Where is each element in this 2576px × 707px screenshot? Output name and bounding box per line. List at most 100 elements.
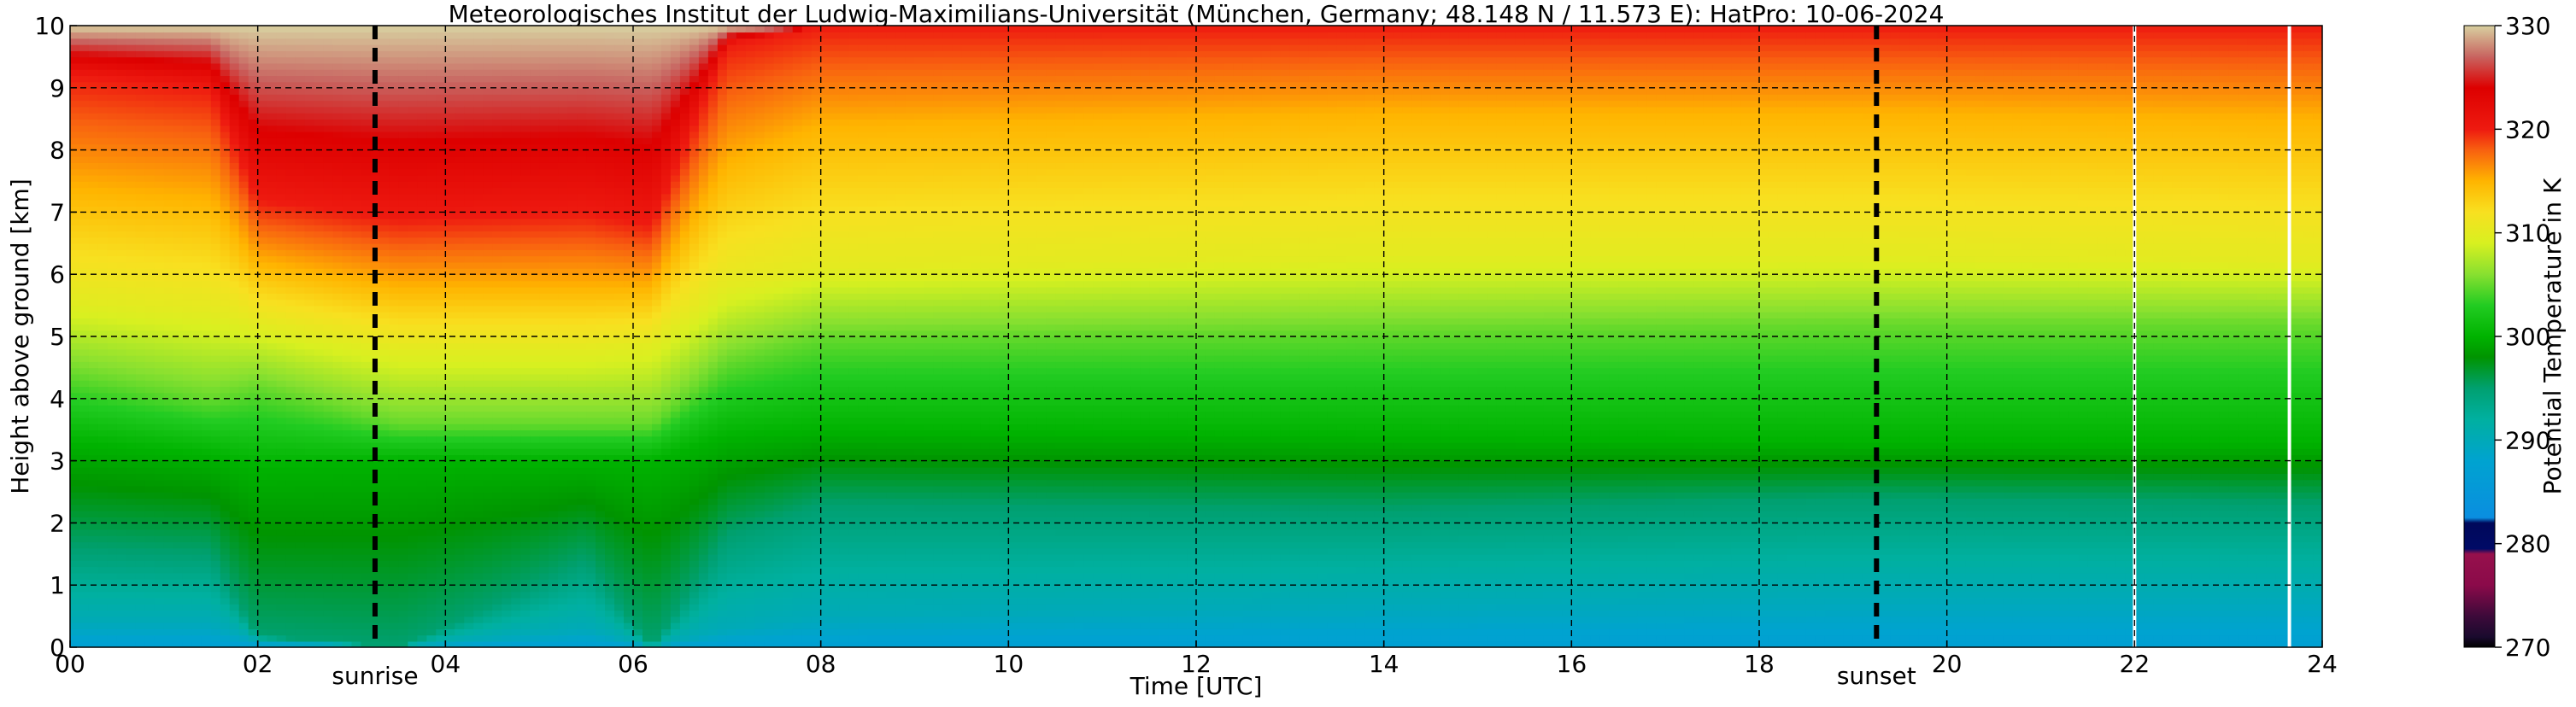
heatmap-cell [455,187,466,195]
heatmap-cell [163,498,174,505]
heatmap-cell [248,591,259,599]
heatmap-cell [502,237,513,244]
heatmap-cell [464,454,475,462]
heatmap-cell [492,26,503,33]
heatmap-cell [267,367,278,375]
heatmap-cell [173,94,184,102]
heatmap-cell [455,94,466,102]
heatmap-cell [502,249,513,257]
heatmap-cell [436,398,447,406]
heatmap-cell [361,498,372,505]
heatmap-cell [511,479,521,487]
heatmap-cell [445,361,456,369]
heatmap-cell [97,131,109,138]
heatmap-cell [173,628,184,636]
heatmap-cell [492,206,503,213]
heatmap-cell [116,293,127,301]
heatmap-cell [351,454,362,462]
heatmap-cell [154,286,165,294]
heatmap-cell [351,336,362,344]
heatmap-cell [408,143,419,151]
heatmap-cell [408,125,419,132]
heatmap-cell [173,405,184,412]
heatmap-cell [389,324,400,331]
heatmap-cell [530,591,540,599]
heatmap-cell [238,386,249,394]
heatmap-cell [257,373,268,381]
heatmap-cell [173,174,184,182]
heatmap-cell [116,622,127,629]
heatmap-cell [332,640,343,647]
heatmap-cell [276,398,287,406]
heatmap-cell [323,181,334,189]
heatmap-cell [173,311,184,318]
heatmap-cell [445,56,456,64]
heatmap-cell [455,100,466,108]
heatmap-cell [107,87,118,95]
heatmap-cell [173,517,184,524]
heatmap-cell [267,193,278,201]
heatmap-cell [126,348,137,356]
heatmap-cell [201,106,212,114]
heatmap-cell [163,32,174,39]
heatmap-cell [530,510,540,517]
heatmap-cell [88,578,99,586]
heatmap-cell [342,242,353,250]
heatmap-cell [445,441,456,449]
heatmap-cell [351,106,362,114]
heatmap-cell [182,255,193,263]
heatmap-cell [370,242,381,250]
heatmap-cell [295,242,306,250]
heatmap-cell [426,628,437,636]
heatmap-cell [154,44,165,51]
heatmap-cell [408,517,419,524]
heatmap-cell [426,423,437,430]
heatmap-cell [285,305,296,313]
heatmap-cell [257,193,268,201]
heatmap-cell [398,181,409,189]
heatmap-cell [248,32,259,39]
heatmap-cell [116,361,127,369]
heatmap-cell [173,448,184,456]
heatmap-cell [520,492,531,500]
heatmap-cell [492,62,503,70]
heatmap-cell [464,143,475,151]
heatmap-cell [144,435,155,443]
heatmap-cell [163,460,174,468]
heatmap-cell [455,267,466,275]
heatmap-cell [332,604,343,611]
heatmap-cell [210,50,221,58]
heatmap-cell [135,87,146,95]
heatmap-cell [238,274,249,282]
heatmap-cell [473,417,484,424]
heatmap-cell [201,187,212,195]
heatmap-cell [201,348,212,356]
heatmap-cell [135,212,146,219]
heatmap-cell [201,529,212,536]
heatmap-cell [323,628,334,636]
heatmap-cell [455,119,466,126]
heatmap-cell [304,510,315,517]
heatmap-cell [351,622,362,629]
heatmap-cell [238,181,249,189]
heatmap-cell [530,199,540,207]
heatmap-cell [464,622,475,629]
heatmap-cell [70,38,80,45]
heatmap-cell [332,212,343,219]
heatmap-cell [70,622,80,629]
heatmap-cell [502,280,513,288]
heatmap-cell [464,94,475,102]
heatmap-cell [267,628,278,636]
heatmap-cell [445,604,456,611]
heatmap-cell [361,466,372,474]
heatmap-cell [464,591,475,599]
heatmap-cell [511,261,521,269]
heatmap-cell [154,299,165,307]
heatmap-cell [483,100,494,108]
heatmap-cell [473,330,484,337]
heatmap-cell [276,361,287,369]
heatmap-cell [511,68,521,77]
heatmap-cell [163,75,174,83]
heatmap-cell [257,529,268,536]
heatmap-cell [238,541,249,549]
